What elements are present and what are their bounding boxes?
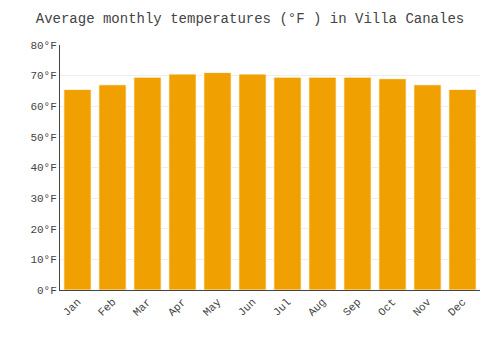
svg-text:Mar: Mar xyxy=(131,296,153,318)
svg-text:Nov: Nov xyxy=(411,296,434,319)
svg-text:50°F: 50°F xyxy=(30,132,56,144)
svg-text:Jun: Jun xyxy=(236,296,258,318)
svg-text:Jan: Jan xyxy=(61,296,83,318)
svg-text:Average monthly temperatures (: Average monthly temperatures (°F ) in Vi… xyxy=(36,11,464,27)
svg-text:Sep: Sep xyxy=(341,296,363,318)
svg-text:70°F: 70°F xyxy=(30,70,56,82)
svg-text:40°F: 40°F xyxy=(30,162,56,174)
svg-text:Jul: Jul xyxy=(271,296,293,318)
svg-text:Aug: Aug xyxy=(306,296,328,318)
svg-text:Dec: Dec xyxy=(446,296,468,318)
svg-text:30°F: 30°F xyxy=(30,193,56,205)
svg-text:May: May xyxy=(201,296,224,319)
svg-text:80°F: 80°F xyxy=(30,40,56,52)
svg-text:Feb: Feb xyxy=(96,296,118,318)
svg-text:Oct: Oct xyxy=(376,296,398,318)
svg-text:20°F: 20°F xyxy=(30,224,56,236)
svg-text:0°F: 0°F xyxy=(37,285,57,297)
svg-text:60°F: 60°F xyxy=(30,101,56,113)
svg-text:10°F: 10°F xyxy=(30,254,56,266)
svg-text:Apr: Apr xyxy=(166,296,188,318)
